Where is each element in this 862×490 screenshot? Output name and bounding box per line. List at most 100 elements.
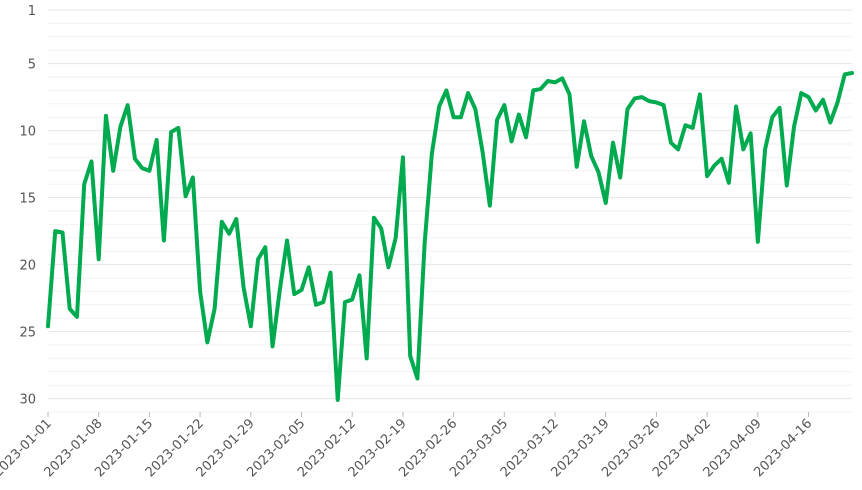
y-tick-label: 15	[19, 192, 36, 207]
data-point	[227, 232, 231, 236]
data-point	[611, 141, 615, 145]
data-point	[488, 204, 492, 208]
data-point	[126, 103, 130, 107]
data-point	[589, 154, 593, 158]
data-point	[444, 88, 448, 92]
data-point	[720, 157, 724, 161]
data-point	[763, 147, 767, 151]
data-point	[256, 257, 260, 261]
data-point	[691, 126, 695, 130]
data-point	[53, 229, 57, 233]
data-point	[234, 217, 238, 221]
data-point	[568, 92, 572, 96]
y-tick-label: 10	[19, 125, 36, 140]
data-point	[133, 157, 137, 161]
data-point	[278, 288, 282, 292]
data-point	[850, 71, 854, 75]
data-point	[300, 288, 304, 292]
data-point	[683, 123, 687, 127]
data-point	[495, 118, 499, 122]
data-point	[466, 91, 470, 95]
data-point	[517, 113, 521, 117]
data-point	[539, 87, 543, 91]
data-point	[140, 166, 144, 170]
data-point	[799, 91, 803, 95]
data-point	[843, 72, 847, 76]
data-point	[220, 220, 224, 224]
data-point	[669, 141, 673, 145]
data-point	[437, 104, 441, 108]
data-point	[365, 356, 369, 360]
data-point	[176, 126, 180, 130]
data-point	[596, 170, 600, 174]
data-point	[89, 159, 93, 163]
data-point	[705, 174, 709, 178]
data-point	[97, 257, 101, 261]
data-point	[452, 115, 456, 119]
data-point	[662, 103, 666, 107]
data-point	[502, 103, 506, 107]
data-point	[357, 273, 361, 277]
data-point	[553, 80, 557, 84]
data-point	[118, 125, 122, 129]
data-point	[749, 131, 753, 135]
data-point	[386, 265, 390, 269]
data-point	[604, 201, 608, 205]
data-point	[401, 155, 405, 159]
data-point	[169, 130, 173, 134]
data-point	[147, 169, 151, 173]
data-point	[314, 303, 318, 307]
data-point	[807, 95, 811, 99]
gridlines	[48, 9, 852, 413]
data-point	[321, 300, 325, 304]
data-point	[430, 151, 434, 155]
data-point	[770, 115, 774, 119]
y-tick-label: 25	[19, 326, 36, 341]
data-point	[647, 99, 651, 103]
data-point	[242, 285, 246, 289]
data-point	[184, 194, 188, 198]
y-tick-label: 1	[28, 4, 36, 19]
data-point	[307, 265, 311, 269]
data-point	[814, 109, 818, 113]
data-point	[343, 300, 347, 304]
data-point	[821, 98, 825, 102]
data-point	[785, 184, 789, 188]
data-point	[633, 96, 637, 100]
data-point	[575, 165, 579, 169]
data-point	[155, 138, 159, 142]
y-tick-label: 30	[19, 393, 36, 408]
data-point	[408, 354, 412, 358]
data-point	[423, 241, 427, 245]
data-point	[625, 107, 629, 111]
data-point	[698, 92, 702, 96]
data-point	[75, 315, 79, 319]
data-point	[285, 238, 289, 242]
data-point	[473, 107, 477, 111]
data-point	[249, 324, 253, 328]
data-point	[336, 398, 340, 402]
data-point	[292, 292, 296, 296]
data-point	[46, 324, 50, 328]
data-point	[213, 307, 217, 311]
data-point	[546, 79, 550, 83]
data-point	[263, 245, 267, 249]
data-point	[828, 121, 832, 125]
data-point	[481, 150, 485, 154]
data-point	[162, 238, 166, 242]
data-point	[459, 115, 463, 119]
y-tick-label: 20	[19, 259, 36, 274]
data-point	[328, 271, 332, 275]
data-point	[394, 236, 398, 240]
data-point	[582, 119, 586, 123]
series-group	[46, 70, 854, 402]
data-point	[379, 226, 383, 230]
data-point	[111, 169, 115, 173]
data-point	[676, 147, 680, 151]
y-tick-label: 5	[28, 58, 36, 73]
data-point	[350, 297, 354, 301]
data-point	[191, 176, 195, 180]
data-point	[792, 125, 796, 129]
